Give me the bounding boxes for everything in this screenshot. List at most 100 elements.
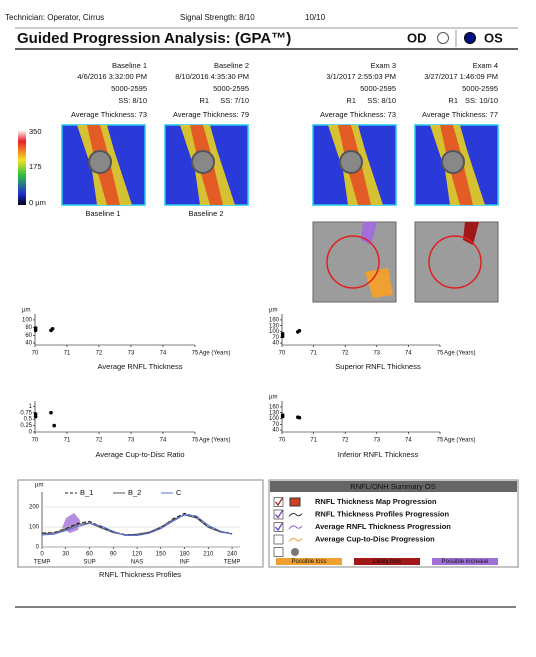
exam-device: 5000-2595 <box>111 84 147 93</box>
exam-date: 8/10/2016 4:35:30 PM <box>175 72 249 81</box>
measurement-circle <box>326 235 380 289</box>
x-tick-label: 71 <box>64 438 71 444</box>
x-tick-label: 0 <box>40 552 44 558</box>
signal-strength: SS: 10/10 <box>465 96 498 105</box>
checkmark <box>275 522 284 532</box>
x-tick-label: 71 <box>310 438 317 444</box>
optic-disc <box>88 150 112 174</box>
legend-label: Likely loss <box>373 559 401 565</box>
y-tick-label: 40 <box>272 428 279 434</box>
region-label: TEMP <box>34 560 51 566</box>
exam-device: 5000-2595 <box>360 84 396 93</box>
summary-box <box>268 479 519 568</box>
y-tick-label: 40 <box>25 341 32 347</box>
y-tick-label: 0 <box>29 430 33 436</box>
exam-device: 5000-2595 <box>213 84 249 93</box>
x-tick-label: 240 <box>227 552 238 558</box>
y-tick-label: 0.25 <box>20 423 32 429</box>
checkbox <box>273 522 284 532</box>
data-point <box>33 326 38 330</box>
row-icon <box>291 548 299 556</box>
row-icon <box>289 497 301 507</box>
exam-label: Baseline 2 <box>214 61 249 70</box>
os-label: OS <box>484 30 503 45</box>
x-tick-label: 70 <box>279 351 286 357</box>
checkbox <box>273 534 284 545</box>
summary-row: Average Cup-to-Disc Progression <box>315 534 435 543</box>
data-point <box>49 410 53 415</box>
x-tick-label: 74 <box>405 438 412 444</box>
exam-label: Exam 3 <box>371 61 396 70</box>
exam-date: 3/1/2017 2:55:03 PM <box>326 72 396 81</box>
legend-label: Possible increase <box>441 559 489 565</box>
x-axis-label: Age (Years) <box>199 351 230 357</box>
x-tick-label: 70 <box>32 438 39 444</box>
profile-box <box>17 479 264 568</box>
x-tick-label: 74 <box>160 438 167 444</box>
x-tick-label: 73 <box>128 351 135 357</box>
x-axis-label: Age (Years) <box>444 438 475 444</box>
region-label: NAS <box>131 560 143 566</box>
y-unit: µm <box>269 395 277 401</box>
y-tick-label: 100 <box>269 416 280 422</box>
y-tick-label: 130 <box>269 323 280 329</box>
data-point <box>280 334 285 339</box>
chart-title: Average Cup-to-Disc Ratio <box>95 450 184 459</box>
chart-title: Average RNFL Thickness <box>98 362 183 371</box>
x-tick-label: 74 <box>405 351 412 357</box>
legend-swatch <box>276 558 342 565</box>
row-icon-line <box>288 537 303 542</box>
color-scale-label: 350 <box>29 127 42 136</box>
color-scale-label: 0 µm <box>29 198 46 207</box>
signal-strength: 10/10 <box>305 13 326 22</box>
os-radio <box>464 32 476 44</box>
report-title: Guided Progression Analysis: (GPA™) <box>17 30 291 47</box>
registration: R1 <box>199 96 209 105</box>
y-tick-label: 200 <box>29 505 40 511</box>
legend-swatch <box>354 558 420 565</box>
data-point <box>297 415 302 420</box>
summary-row: RNFL Thickness Profiles Progression <box>315 509 449 518</box>
signal-strength: SS: 8/10 <box>118 96 147 105</box>
data-point <box>33 414 38 419</box>
color-scale <box>18 130 26 205</box>
x-tick-label: 180 <box>180 552 191 558</box>
legend-label: B_1 <box>80 488 93 497</box>
x-tick-label: 72 <box>342 351 349 357</box>
data-point <box>280 413 285 417</box>
x-tick-label: 120 <box>132 552 143 558</box>
x-axis-label: Age (Years) <box>444 351 475 357</box>
checkbox <box>273 497 284 507</box>
color-scale-label: 175 <box>29 162 42 171</box>
technician: Technician: Operator, Cirrus <box>5 13 104 22</box>
x-tick-label: 70 <box>32 351 39 357</box>
y-tick-label: 0.5 <box>24 417 33 423</box>
average-thickness: Average Thickness: 79 <box>173 110 249 119</box>
x-tick-label: 72 <box>342 438 349 444</box>
average-thickness: Average Thickness: 73 <box>71 110 147 119</box>
data-point <box>280 332 285 336</box>
y-tick-label: 0 <box>36 545 40 551</box>
summary-title: RNFL/ONH Summary OS <box>350 482 435 491</box>
x-tick-label: 72 <box>96 438 103 444</box>
checkmark <box>275 497 284 507</box>
legend-label: B_2 <box>128 488 141 497</box>
region-label: SUP <box>83 560 95 566</box>
region-label: TEMP <box>224 560 241 566</box>
row-icon-line <box>288 512 303 517</box>
summary-header <box>270 481 517 492</box>
legend-label: Possible loss <box>291 559 326 565</box>
x-tick-label: 74 <box>160 351 167 357</box>
signal-strength: SS: 8/10 <box>367 96 396 105</box>
y-tick-label: 160 <box>269 318 280 324</box>
legend-label: C <box>176 488 182 497</box>
x-tick-label: 75 <box>192 438 199 444</box>
y-tick-label: 130 <box>269 410 280 416</box>
checkmark <box>275 510 284 519</box>
y-tick-label: 0.75 <box>20 410 32 416</box>
y-tick-label: 40 <box>272 341 279 347</box>
summary-row: RNFL Thickness Map Progression <box>315 497 437 506</box>
y-unit: µm <box>269 308 277 314</box>
